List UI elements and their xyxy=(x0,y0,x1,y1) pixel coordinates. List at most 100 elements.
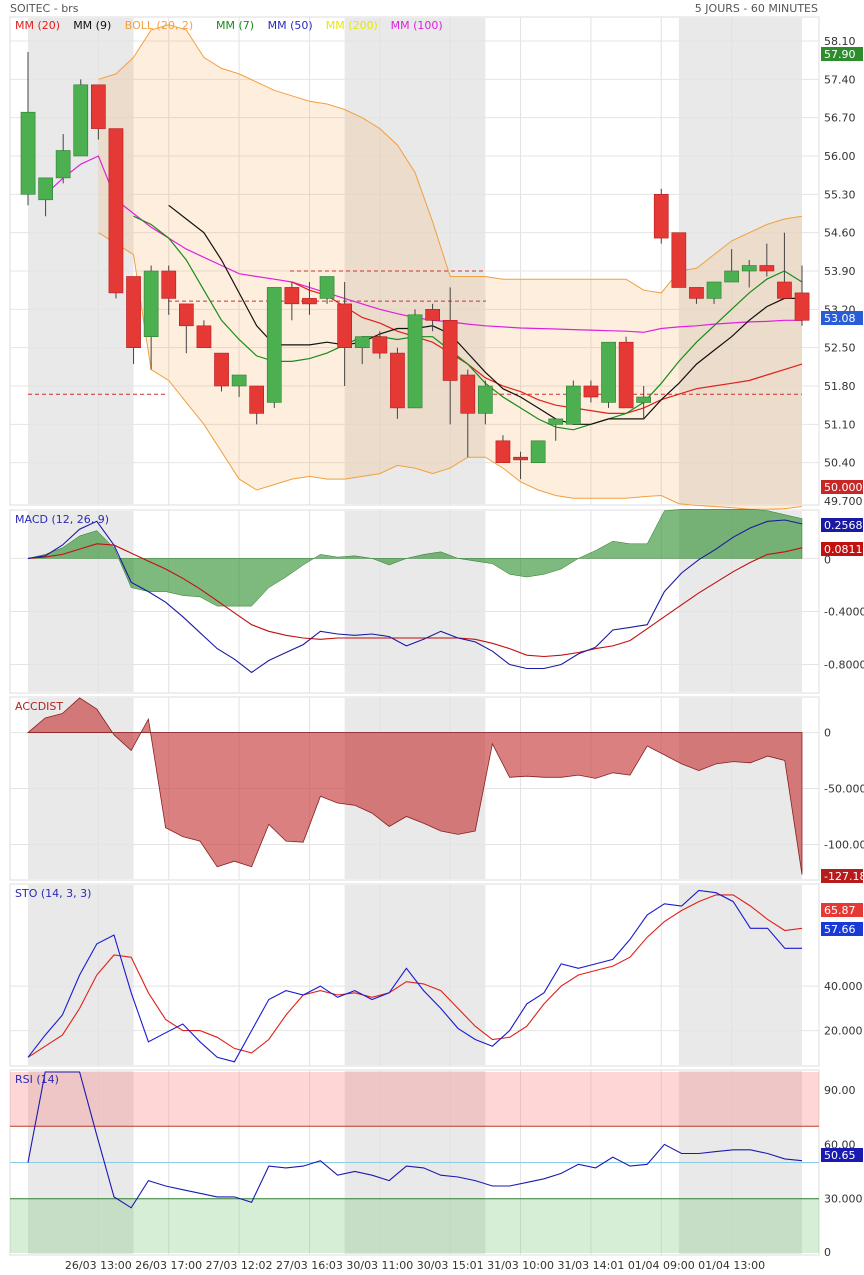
sto-k-value-label-bg xyxy=(821,903,863,917)
candle-body xyxy=(266,287,282,403)
x-tick-label: 27/03 16:03 xyxy=(276,1259,343,1272)
candle-body xyxy=(38,177,53,201)
candle-body xyxy=(724,270,739,283)
candle-body xyxy=(618,341,634,409)
candle-body xyxy=(706,281,722,299)
accdist-area xyxy=(27,697,803,875)
accdist-tick-label: 0 xyxy=(824,727,831,740)
price-tick-label: 51.80 xyxy=(824,380,856,393)
candle-body xyxy=(231,374,247,387)
session-band xyxy=(678,18,802,504)
candle-body xyxy=(108,128,124,294)
x-tick-label: 31/03 10:00 xyxy=(487,1259,554,1272)
x-tick-label: 31/03 14:01 xyxy=(557,1259,624,1272)
candle-body xyxy=(530,440,546,463)
candle-body xyxy=(425,308,441,321)
chart-period: 5 JOURS - 60 MINUTES xyxy=(694,2,818,15)
candle-body xyxy=(548,418,564,425)
rsi-tick-label: 30.000 xyxy=(824,1193,863,1206)
accdist-value-label: -127.18 xyxy=(824,870,864,883)
rsi-line xyxy=(27,1071,803,1209)
candle-body xyxy=(653,194,669,239)
low-value-label: 50.000 xyxy=(824,481,863,494)
candle-body xyxy=(565,385,581,425)
accdist-tick-label: -50.000 xyxy=(824,783,864,796)
mm7-line xyxy=(133,215,803,431)
macd-signal-line xyxy=(27,543,803,658)
sto-tick-label: 40.000 xyxy=(824,980,863,993)
x-tick-label: 27/03 12:02 xyxy=(206,1259,273,1272)
macd-value-label: 0.2568 xyxy=(824,519,863,532)
candle-body xyxy=(777,281,792,299)
macd-signal-value-label-bg xyxy=(821,542,863,556)
candle-body xyxy=(55,150,71,179)
x-tick-label: 01/04 09:00 xyxy=(628,1259,695,1272)
sto-d-value-label: 57.66 xyxy=(824,923,856,936)
candle-body xyxy=(91,84,106,129)
candle-body xyxy=(161,270,177,299)
candle-body xyxy=(319,276,335,299)
x-tick-label: 26/03 17:00 xyxy=(135,1259,202,1272)
macd-tick-label: -0.8000 xyxy=(824,658,864,671)
legend-item: BOLL (20, 2) xyxy=(125,19,193,32)
rsi-tick-label: 0 xyxy=(824,1246,831,1259)
legend-item: MM (9) xyxy=(73,19,111,32)
candle-body xyxy=(477,385,493,414)
candle-body xyxy=(390,352,405,409)
macd-tick-label: -0.4000 xyxy=(824,605,864,618)
price-tick-label: 58.10 xyxy=(824,35,856,48)
candle-body xyxy=(583,385,599,398)
rsi-value-label: 50.65 xyxy=(824,1149,856,1162)
chart-title: SOITEC - brs xyxy=(10,2,79,15)
last-price-label: 57.90 xyxy=(824,48,856,61)
accdist-tick-label: -100.00 xyxy=(824,838,864,851)
mm100-line xyxy=(45,155,802,333)
session-band xyxy=(344,885,486,1065)
x-tick-label: 30/03 15:01 xyxy=(417,1259,484,1272)
candle-body xyxy=(196,325,212,348)
candle-body xyxy=(794,292,810,321)
price-tick-label: 55.30 xyxy=(824,188,856,201)
session-band xyxy=(344,511,486,692)
legend-item: MM (100) xyxy=(391,19,443,32)
sto-k-line xyxy=(27,889,802,1063)
rsi-title: RSI (14) xyxy=(15,1073,59,1086)
price-tick-label: 53.90 xyxy=(824,265,856,278)
rsi-overbought-zone xyxy=(10,1072,819,1127)
candle-body xyxy=(20,111,36,195)
candle-body xyxy=(689,287,704,299)
rsi-value-label-bg xyxy=(821,1148,863,1162)
price-tick-label: 50.40 xyxy=(824,457,856,470)
sto-tick-label: 20.000 xyxy=(824,1025,863,1038)
candle-body xyxy=(460,374,476,414)
price-tick-label: 49.700 xyxy=(824,495,863,508)
legend-item: MM (7) xyxy=(216,19,254,32)
mm20-line xyxy=(291,281,803,414)
candle-body xyxy=(354,336,370,349)
session-band xyxy=(344,18,486,504)
price-tick-label: 57.40 xyxy=(824,73,856,86)
price-tick-label: 52.50 xyxy=(824,342,856,355)
x-tick-label: 26/03 13:00 xyxy=(65,1259,132,1272)
sto-k-value-label: 65.87 xyxy=(824,904,856,917)
candle-body xyxy=(249,385,265,414)
candle-body xyxy=(214,352,229,387)
accdist-title: ACCDIST xyxy=(15,700,63,713)
legend-item: MM (50) xyxy=(268,19,313,32)
x-tick-label: 01/04 13:00 xyxy=(698,1259,765,1272)
bollinger-lower-line xyxy=(98,232,803,510)
mm50-value-label-bg xyxy=(821,311,863,325)
macd-value-label-bg xyxy=(821,518,863,532)
candle-body xyxy=(407,314,423,409)
candle-body xyxy=(513,456,528,461)
macd-signal-value-label: 0.0811 xyxy=(824,543,863,556)
rsi-tick-label: 90.00 xyxy=(824,1084,856,1097)
legend-item: MM (200) xyxy=(326,19,378,32)
candle-body xyxy=(73,84,89,157)
candle-body xyxy=(759,265,775,272)
price-tick-label: 56.00 xyxy=(824,150,856,163)
rsi-oversold-zone xyxy=(10,1198,819,1253)
candle-body xyxy=(126,276,141,348)
sto-d-value-label-bg xyxy=(821,922,863,936)
